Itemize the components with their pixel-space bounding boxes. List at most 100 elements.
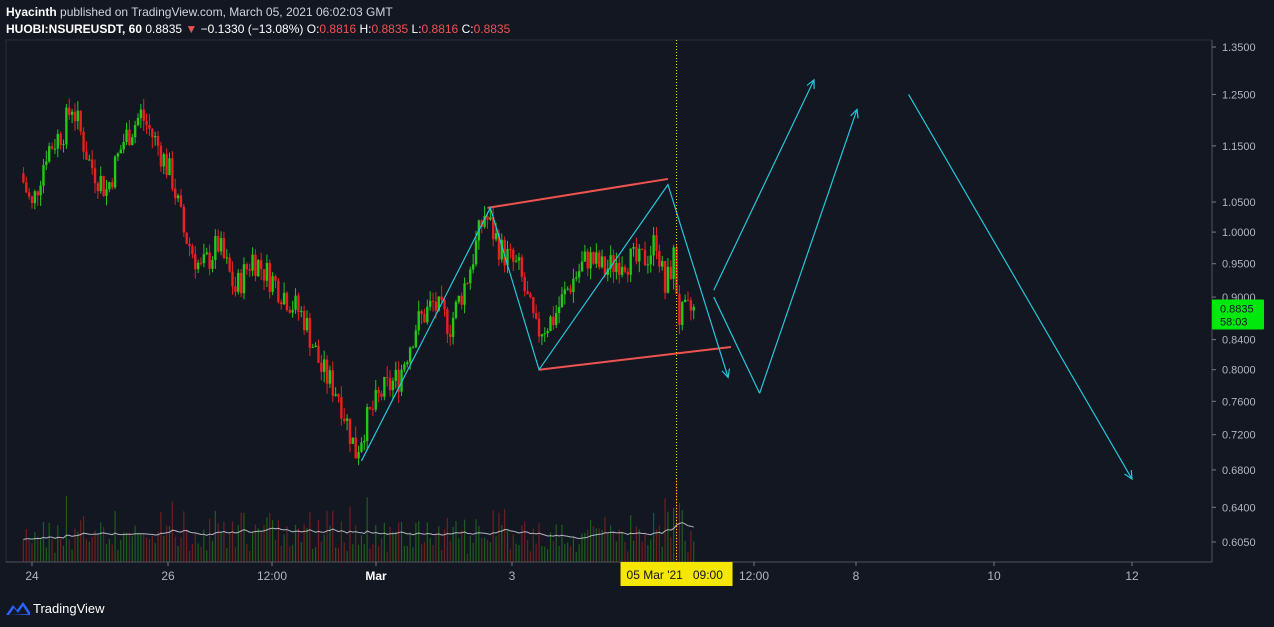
candle-body [277,280,280,303]
close-label: C: [461,22,474,36]
symbol-label[interactable]: HUOBI:NSUREUSDT, 60 [6,22,143,36]
volume-bar [151,535,153,562]
time-tick-label: Mar [365,569,387,583]
volume-bar [406,546,408,562]
volume-bar [569,546,572,562]
candle-body [408,347,412,363]
arrowhead-icon [806,78,815,89]
candle-body [377,389,380,394]
time-axis[interactable]: 24 26 12:00 Mar 3 12:00 8 10 12 [6,561,1212,583]
volume-bar [572,536,575,562]
candle-body [517,257,521,261]
volume-bar [372,544,374,562]
candle-body [328,370,332,384]
candle-body [351,437,355,444]
candle-body [65,107,68,145]
candle-body [534,313,538,319]
volume-bar [140,534,142,562]
candle-body [580,261,584,272]
candle-body [116,153,120,157]
volume-bar [501,525,503,562]
candle-body [572,278,575,293]
volume-bar [690,530,692,562]
candle-body [262,269,266,281]
volume-bar [423,542,426,562]
volume-bar [403,545,405,562]
candle-body [219,238,223,252]
volume-bar [143,533,145,562]
volume-bar [39,539,42,562]
candle-body [196,262,200,270]
candle-body [663,261,667,293]
volume-bar [54,552,56,562]
volume-bar [22,539,25,562]
candle-body [50,146,54,149]
candle-body [70,111,74,115]
volume-bar [335,547,337,562]
candle-body [466,283,469,285]
author-name[interactable]: Hyacinth [6,5,57,19]
candle-body [463,283,466,305]
volume-bar [306,528,308,562]
candle-body [133,125,137,138]
candle-body [669,266,673,279]
candle-body [411,347,415,349]
candle-body [500,239,503,260]
volume-bar [243,512,245,562]
candle-body [297,295,300,313]
volume-bar [549,532,552,562]
volume-bar [489,541,491,562]
candle-body [291,309,294,313]
time-tick-label: 24 [25,569,39,583]
volume-bar [678,502,680,562]
candle-body [400,369,403,392]
volume-bar [103,526,105,562]
volume-bar [644,533,646,562]
candle-body [314,345,317,347]
last-price: 0.8835 [145,22,183,36]
candle-body [42,165,45,186]
volume-bar [309,511,311,562]
volume-bar [466,553,469,562]
volume-bar [592,526,595,562]
volume-bar [60,538,62,562]
volume-bar [177,546,179,562]
brand-name: TradingView [33,600,105,616]
volume-bar [615,541,617,562]
branding[interactable]: TradingView [6,598,105,618]
candle-body [325,359,329,384]
volume-bar [97,534,99,562]
drawing-annotations[interactable] [360,78,1133,481]
volume-bar [25,528,27,562]
volume-bar [251,531,254,562]
candle-body [131,137,134,146]
volume-bar [340,521,342,562]
candle-body [655,235,658,252]
candle-body [683,299,687,303]
tradingview-logo-icon [6,602,30,615]
candle-body [397,369,400,392]
candle-body [449,334,452,337]
candle-body [386,376,389,378]
candle-body [62,144,65,146]
candle-body [649,255,652,265]
volume-bar [85,539,88,562]
volume-bar [415,523,417,562]
arrowhead-icon [1124,470,1133,481]
volume-bar [469,535,471,562]
candle-body [216,235,220,252]
volume-bar [355,525,357,562]
volume-bar [635,526,638,562]
volume-bar [564,544,566,562]
volume-bar [552,541,554,562]
volume-bar [148,538,151,562]
pattern-line [538,346,732,371]
candle-body [486,216,489,220]
volume-bar [687,552,689,562]
high-label: H: [359,22,372,36]
candle-body [322,359,326,372]
volume-bar [495,536,497,562]
volume-bar [314,546,317,562]
candle-body [414,330,418,348]
